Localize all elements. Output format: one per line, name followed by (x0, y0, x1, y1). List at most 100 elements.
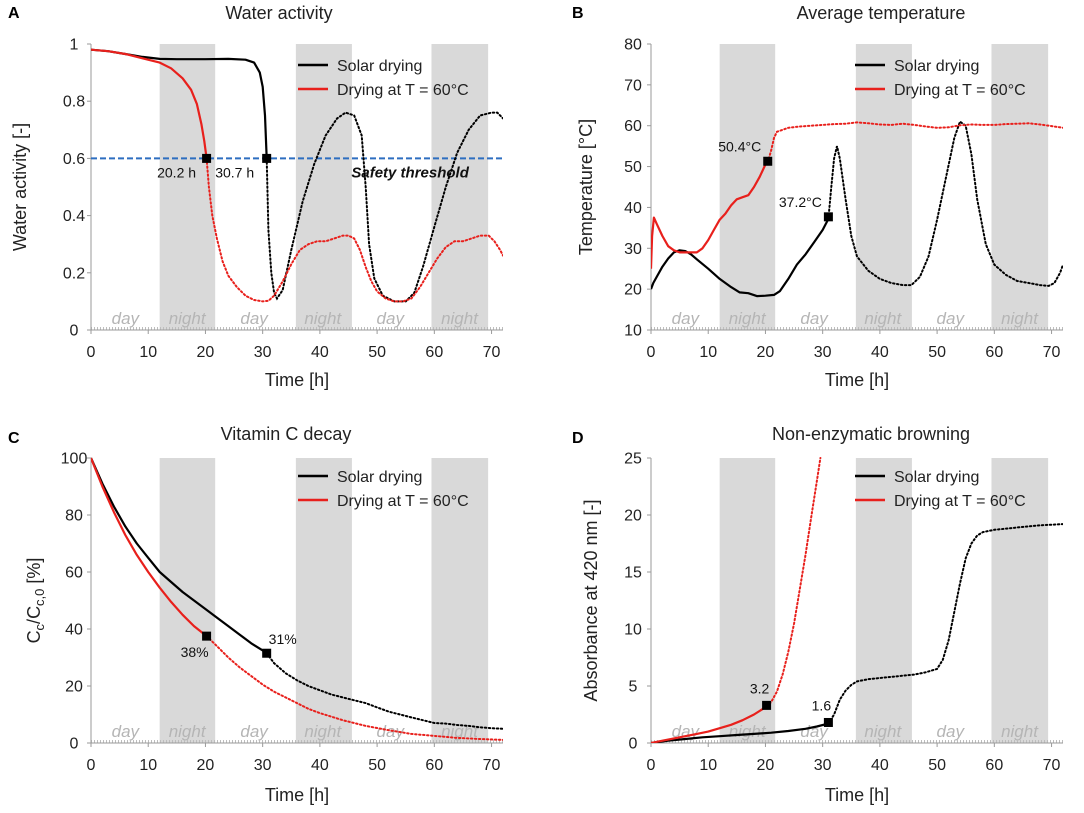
endpoint-label: 37.2°C (779, 194, 822, 210)
y-tick-label: 0.2 (63, 265, 85, 282)
day-night-label: day (377, 309, 406, 328)
night-band (719, 458, 776, 743)
night-band (431, 44, 489, 330)
series-solar-dotted (265, 652, 503, 730)
day-night-label: day (937, 309, 966, 328)
y-tick-label: 5 (629, 679, 638, 696)
y-tick-label: 15 (624, 565, 642, 582)
y-tick-label: 10 (624, 622, 642, 639)
day-night-label: night (304, 722, 342, 741)
chart-title: Average temperature (797, 3, 966, 23)
x-tick-label: 10 (139, 344, 157, 361)
x-axis-label: Time [h] (825, 785, 889, 805)
x-tick-label: 60 (425, 757, 443, 774)
y-tick-label: 20 (624, 282, 642, 299)
x-tick-label: 0 (647, 344, 656, 361)
series-group (91, 48, 503, 303)
y-tick-label: 20 (624, 508, 642, 525)
panel-letter: C (8, 430, 20, 447)
chart-title: Non-enzymatic browning (772, 424, 970, 444)
y-axis-label: Cc/Cc,0 [%] (24, 558, 47, 644)
series-solar-dotted (265, 111, 503, 303)
day-night-label: night (304, 309, 342, 328)
series-oven-dotted (205, 157, 503, 303)
endpoint-label: 50.4°C (718, 138, 761, 154)
night-band (719, 44, 776, 330)
endpoint-marker (262, 648, 272, 658)
legend-label-solar: Solar drying (337, 58, 422, 75)
legend: Solar drying Drying at T = 60°C (298, 58, 469, 99)
x-tick-label: 20 (197, 757, 215, 774)
x-tick-label: 60 (985, 757, 1003, 774)
x-tick-label: 30 (254, 757, 272, 774)
night-band (159, 44, 216, 330)
x-tick-label: 50 (368, 344, 386, 361)
legend-label-oven: Drying at T = 60°C (337, 493, 469, 510)
y-tick-label: 60 (624, 118, 642, 135)
panel-letter: A (8, 5, 20, 22)
x-tick-label: 60 (425, 344, 443, 361)
day-night-label: day (672, 722, 701, 741)
x-tick-label: 30 (814, 344, 832, 361)
x-tick-label: 50 (368, 757, 386, 774)
y-axis-label-part: c,0 (32, 589, 47, 606)
night-band (295, 458, 352, 743)
endpoint-marker (823, 717, 833, 727)
x-tick-label: 20 (757, 757, 775, 774)
y-axis-label: Absorbance at 420 nm [-] (581, 499, 601, 701)
x-tick-label: 10 (139, 757, 157, 774)
x-tick-label: 40 (871, 344, 889, 361)
x-tick-label: 40 (871, 757, 889, 774)
legend-label-oven: Drying at T = 60°C (894, 82, 1026, 99)
x-tick-label: 0 (87, 344, 96, 361)
day-night-label: day (240, 309, 269, 328)
y-tick-label: 0 (70, 323, 79, 340)
y-tick-label: 0 (629, 736, 638, 753)
x-axis-label: Time [h] (265, 370, 329, 390)
y-tick-label: 60 (65, 565, 83, 582)
panel-d: day night day night day night 0 5 10 15 20 25 0 10 20 3… (572, 424, 1063, 805)
legend-label-solar: Solar drying (337, 469, 422, 486)
endpoint-label: 1.6 (812, 697, 832, 713)
endpoint-label: 31% (269, 631, 297, 647)
night-band (855, 44, 912, 330)
series-solar-dotted (827, 523, 1063, 725)
panel-letter: B (572, 5, 584, 22)
endpoint-label: 38% (181, 644, 209, 660)
legend-label-solar: Solar drying (894, 58, 979, 75)
x-tick-label: 20 (757, 344, 775, 361)
series-group (651, 457, 1063, 743)
day-night-label: day (800, 309, 829, 328)
endpoint-marker (202, 631, 212, 641)
y-axis-label-part: [%] (24, 558, 44, 589)
legend: Solar drying Drying at T = 60°C (298, 469, 469, 510)
legend: Solar drying Drying at T = 60°C (855, 58, 1026, 99)
x-tick-label: 50 (928, 344, 946, 361)
x-tick-label: 60 (985, 344, 1003, 361)
y-tick-label: 80 (65, 508, 83, 525)
legend-label-oven: Drying at T = 60°C (894, 493, 1026, 510)
y-tick-label: 40 (624, 200, 642, 217)
day-night-label: night (169, 722, 207, 741)
endpoint-label: 20.2 h (157, 164, 196, 180)
y-tick-label: 100 (61, 451, 88, 468)
endpoint-marker (202, 153, 212, 163)
y-axis-label: Water activity [-] (10, 123, 30, 251)
night-band (855, 458, 912, 743)
x-tick-label: 70 (1043, 757, 1061, 774)
y-tick-label: 80 (624, 37, 642, 54)
series-solar-dotted (827, 120, 1063, 287)
day-night-label: night (169, 309, 207, 328)
y-axis-label-part: /C (24, 606, 44, 624)
night-band (159, 458, 216, 743)
day-night-label: day (672, 309, 701, 328)
legend-label-solar: Solar drying (894, 469, 979, 486)
series-oven-solid (91, 48, 208, 159)
x-tick-label: 20 (197, 344, 215, 361)
night-band (295, 44, 352, 330)
day-night-label: night (1001, 309, 1039, 328)
day-night-label: day (240, 722, 269, 741)
